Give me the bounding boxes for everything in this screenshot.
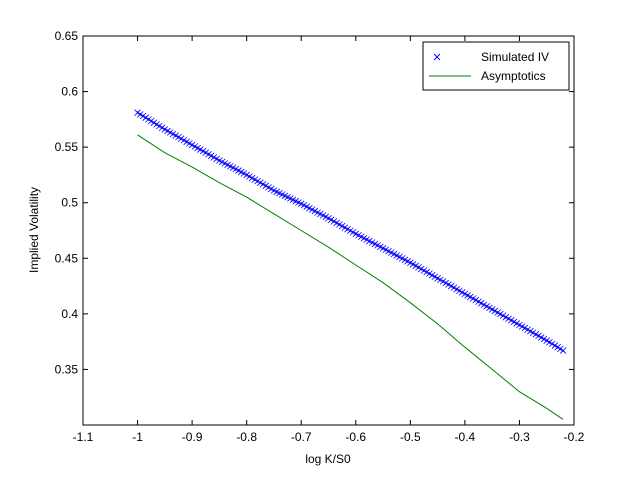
series-markers-simulated-iv: [134, 109, 567, 354]
x-tick-label: -0.4: [455, 430, 476, 444]
legend-marker-simulated-iv: [433, 53, 441, 61]
y-tick-label: 0.4: [61, 307, 78, 321]
data-point-simulated-iv: [559, 347, 567, 354]
x-tick-label: -0.6: [345, 430, 366, 444]
x-tick-label: -0.7: [291, 430, 312, 444]
x-axis-label: log K/S0: [305, 452, 351, 466]
y-tick-label: 0.6: [61, 85, 78, 99]
x-tick-label: -0.2: [564, 430, 585, 444]
y-tick-label: 0.55: [55, 140, 79, 154]
x-tick-label: -1.1: [73, 430, 94, 444]
x-tick-label: -1: [132, 430, 143, 444]
x-axis: -1.1 -1 -0.9 -0.8 -0.7 -0.6 -0.5 -0.4 -0.3 -0.2: [73, 36, 585, 444]
y-tick-label: 0.35: [55, 362, 79, 376]
x-tick-label: -0.3: [509, 430, 530, 444]
x-tick-label: -0.9: [182, 430, 203, 444]
legend-box: [422, 41, 570, 91]
y-tick-label: 0.45: [55, 251, 79, 265]
y-tick-label: 0.5: [61, 196, 78, 210]
legend-label-asymptotics: Asymptotics: [481, 69, 546, 83]
plot-area: [82, 35, 575, 426]
series-layer: [134, 109, 567, 420]
x-tick-label: -0.5: [400, 430, 421, 444]
series-line-asymptotics: [137, 134, 564, 420]
legend-label-simulated-iv: Simulated IV: [481, 50, 549, 64]
y-axis-label: Implied Volatility: [27, 187, 41, 273]
legend: Simulated IV Asymptotics: [422, 41, 570, 91]
y-axis: 0.35 0.4 0.45 0.5 0.55 0.6 0.65: [55, 29, 574, 376]
x-tick-label: -0.8: [236, 430, 257, 444]
y-tick-label: 0.65: [55, 29, 79, 43]
